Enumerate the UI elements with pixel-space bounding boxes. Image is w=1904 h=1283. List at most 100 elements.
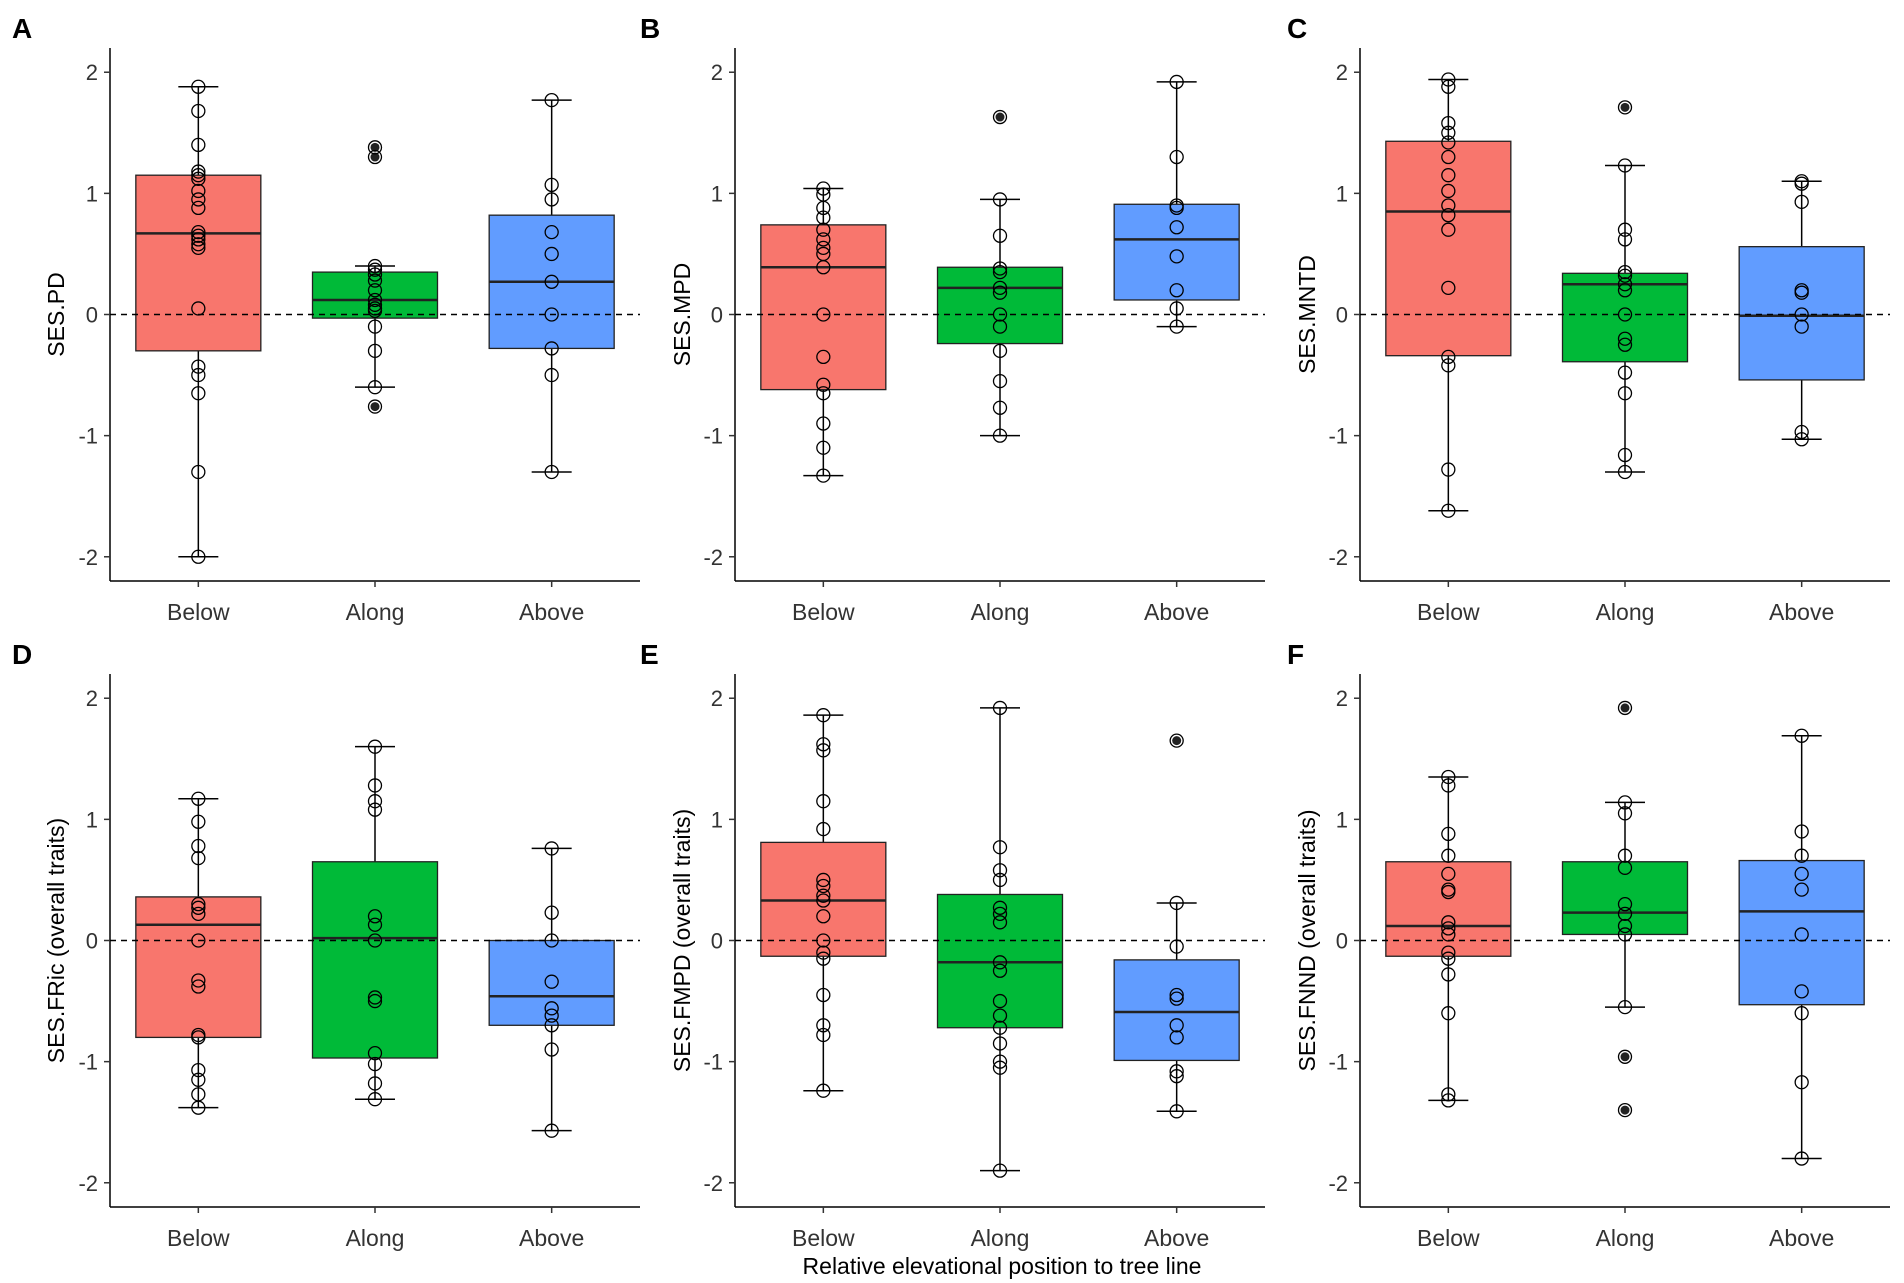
panel-e-y-tick-label: -2 bbox=[703, 1171, 723, 1196]
panel-f-below-data-point bbox=[1441, 769, 1456, 785]
panel-c-below-data-point bbox=[1441, 183, 1456, 199]
panel-e-along-data-point bbox=[992, 1060, 1008, 1075]
panel-b-along-data-point bbox=[992, 228, 1008, 243]
panel-d-below-data-point bbox=[191, 1100, 206, 1115]
panel-f-along-data-point bbox=[1617, 918, 1633, 934]
panel-e-below-data-point bbox=[816, 1083, 831, 1098]
panel-b-below-box-group: Below bbox=[760, 181, 887, 625]
panel-f-along-data-point bbox=[1617, 906, 1633, 921]
panel-f-below-data-point bbox=[1441, 778, 1456, 793]
panel-e-below-data-point bbox=[816, 737, 831, 752]
panel-d-below-data-point bbox=[191, 979, 206, 994]
panel-a-along-data-point bbox=[367, 303, 383, 319]
panel-e-below-data-point bbox=[816, 743, 831, 758]
panel-b-below-data-point bbox=[816, 377, 831, 392]
panel-c-below-data-point bbox=[1441, 149, 1456, 165]
panel-f-above-box bbox=[1738, 859, 1865, 1006]
panel-f-below-data-point bbox=[1441, 921, 1456, 936]
panel-b-below-data-point bbox=[816, 200, 831, 216]
panel-a-below-data-point bbox=[191, 240, 206, 256]
panel-b-above-data-point bbox=[1169, 319, 1184, 334]
panel-f-along-data-point bbox=[1617, 806, 1633, 821]
panel-a-above-data-point bbox=[544, 177, 559, 193]
panel-d-y-tick-label: 1 bbox=[86, 807, 98, 832]
panel-c-below-box-group: Below bbox=[1385, 72, 1512, 625]
panel-a-below-data-point bbox=[191, 386, 206, 401]
panel-b-y-axis-title: SES.MPD bbox=[669, 263, 695, 367]
panel-b-along-data-point bbox=[992, 192, 1008, 207]
panel-c-along-data-point bbox=[1617, 386, 1633, 401]
panel-f-along-box-group: Along bbox=[1561, 700, 1689, 1251]
panel-e-above-data-point bbox=[1169, 987, 1184, 1003]
panel-a-above-data-point bbox=[544, 464, 559, 480]
panel-e-along-data-point bbox=[992, 900, 1008, 915]
panel-b-below-data-point bbox=[816, 260, 831, 275]
panel-e-along-box-group: Along bbox=[936, 700, 1064, 1251]
panel-c-along-data-point bbox=[1617, 337, 1633, 352]
panel-a-above-category-label: Above bbox=[519, 599, 584, 625]
panel-d-below-data-point bbox=[191, 838, 206, 854]
panel-d-along-data-point bbox=[367, 909, 383, 924]
panel-c-y-tick-label: 2 bbox=[1336, 60, 1348, 85]
panel-b-letter: B bbox=[640, 13, 660, 44]
panel-b-along-data-point bbox=[992, 109, 1008, 125]
panel-a: A SES.PD -2 -1 0 1 2 Below Along Above bbox=[12, 13, 640, 625]
panel-d-along-data-point bbox=[367, 794, 383, 809]
panel-d-along-data-point bbox=[367, 917, 383, 932]
panel-e-along-data-point bbox=[992, 955, 1008, 970]
panel-d-below-data-point bbox=[191, 973, 206, 988]
panel-f-above-data-point bbox=[1794, 848, 1809, 863]
panel-d-below-category-label: Below bbox=[167, 1225, 230, 1251]
panel-d-below-data-point bbox=[191, 814, 206, 829]
panel-a-below-data-point bbox=[191, 103, 206, 119]
panel-a-below-category-label: Below bbox=[167, 599, 230, 625]
panel-c-above-data-point bbox=[1794, 285, 1809, 300]
panel-f-along-data-point bbox=[1617, 795, 1633, 810]
panel-c-y-tick-label: 0 bbox=[1336, 303, 1348, 328]
panel-a-along-data-point bbox=[367, 297, 383, 312]
panel-a-along-data-point bbox=[367, 262, 383, 277]
panel-b-below-data-point bbox=[816, 468, 831, 483]
panel-f-below-data-point bbox=[1441, 866, 1456, 882]
panel-d-along-box-group: Along bbox=[311, 739, 439, 1251]
panel-d-above-category-label: Above bbox=[519, 1225, 584, 1251]
panel-e-along-data-point bbox=[992, 1163, 1008, 1178]
panel-e-below-category-label: Below bbox=[792, 1225, 855, 1251]
panel-e-along-data-point bbox=[992, 1054, 1008, 1069]
panel-b-y-tick-label: -2 bbox=[703, 545, 723, 570]
panel-e-below-data-point bbox=[816, 794, 831, 809]
panel-a-along-outlier bbox=[370, 402, 380, 412]
panel-d-above-data-point bbox=[544, 933, 559, 948]
panel-f-above-data-point bbox=[1794, 1151, 1809, 1166]
panel-e-y-tick-label: 0 bbox=[711, 929, 723, 954]
panel-b-below-category-label: Below bbox=[792, 599, 855, 625]
panel-e-above-data-point bbox=[1169, 1064, 1184, 1079]
panel-b-y-tick-label: 0 bbox=[711, 303, 723, 328]
panel-a-y-tick-label: 1 bbox=[86, 181, 98, 206]
panel-e: E SES.FMPD (overall traits) -2 -1 0 1 2 Below Al… bbox=[640, 639, 1265, 1251]
panel-d-below-data-point bbox=[191, 791, 206, 806]
panel-c-below-data-point bbox=[1441, 135, 1456, 150]
panel-c-letter: C bbox=[1287, 13, 1307, 44]
panel-e-below-data-point bbox=[816, 1027, 831, 1043]
panel-e-below-data-point bbox=[816, 987, 831, 1003]
panel-a-along-box bbox=[311, 271, 439, 319]
panel-f-above-data-point bbox=[1794, 728, 1809, 743]
panel-d-along-data-point bbox=[367, 993, 383, 1009]
panel-f-along-outlier bbox=[1620, 1105, 1630, 1115]
panel-e-y-axis-title: SES.FMPD (overall traits) bbox=[669, 809, 695, 1072]
panel-d-above-data-point bbox=[544, 1042, 559, 1057]
panel-a-y-tick-label: 0 bbox=[86, 303, 98, 328]
panel-a-above-data-point bbox=[544, 274, 559, 289]
panel-a-below-data-point bbox=[191, 232, 206, 247]
panel-d-below-box-group: Below bbox=[135, 791, 262, 1251]
panel-e-y-tick-label: 2 bbox=[711, 686, 723, 711]
panel-c-y-tick-label: -2 bbox=[1328, 545, 1348, 570]
panel-b-above-data-point bbox=[1169, 200, 1184, 216]
panel-f-along-data-point bbox=[1617, 1102, 1633, 1118]
panel-b-along-data-point bbox=[992, 285, 1008, 300]
panel-f-along-data-point bbox=[1617, 1049, 1633, 1064]
panel-d-letter: D bbox=[12, 639, 32, 670]
panel-f-above-data-point bbox=[1794, 882, 1809, 897]
